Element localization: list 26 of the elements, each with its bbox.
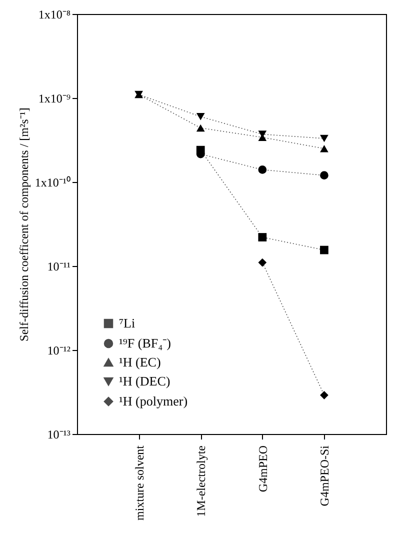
y-tick-label: 10⁻¹³ xyxy=(47,428,71,442)
point xyxy=(258,166,267,174)
point xyxy=(196,124,205,132)
x-tick-label: G4mPEO xyxy=(256,445,270,492)
y-tick-label: 1x10⁻⁹ xyxy=(38,92,70,106)
point xyxy=(320,171,328,180)
point xyxy=(320,390,328,400)
point xyxy=(196,113,205,120)
y-axis-title: Self-diffusion coefficent of components / [m²s⁻¹] xyxy=(16,108,31,342)
point xyxy=(320,144,328,152)
x-tick-label: mixture solvent xyxy=(132,444,146,520)
point xyxy=(258,233,267,242)
y-tick-label: 10⁻¹¹ xyxy=(47,260,71,274)
point xyxy=(320,246,328,254)
x-tick-label: G4mPEO-Si xyxy=(318,444,332,506)
legend-label: ¹⁹F (BF₄⁻) xyxy=(119,336,172,350)
legend-label: ¹H (DEC) xyxy=(119,374,170,388)
y-tick-label: 1x10⁻¹⁰ xyxy=(34,176,70,190)
point xyxy=(320,134,328,142)
legend-label: ⁷Li xyxy=(119,316,136,330)
y-tick-label: 10⁻¹² xyxy=(47,344,71,358)
legend-label: ¹H (polymer) xyxy=(119,394,188,408)
legend-label: ¹H (EC) xyxy=(119,354,161,370)
x-tick-label: 1M-electrolyte xyxy=(194,446,208,517)
point xyxy=(258,258,267,267)
y-tick-label: 1x10⁻⁸ xyxy=(38,8,70,22)
